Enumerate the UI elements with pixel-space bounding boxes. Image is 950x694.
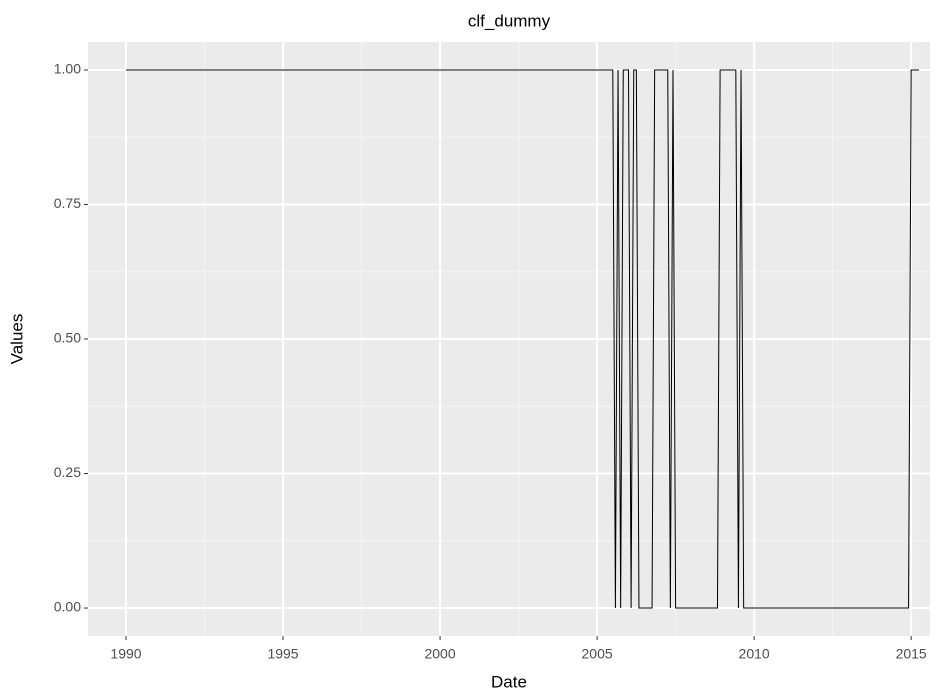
line <box>126 69 920 609</box>
y-tick-label: 0.50 <box>54 330 81 346</box>
x-tick-label: 1995 <box>267 646 298 662</box>
x-tick-label: 2015 <box>896 646 927 662</box>
y-tick-label: 0.25 <box>54 464 81 480</box>
x-tick-label: 2005 <box>582 646 613 662</box>
y-tick-label: 1.00 <box>54 61 81 77</box>
x-axis-title: Date <box>491 672 527 691</box>
chart-title: clf_dummy <box>468 11 551 30</box>
y-tick-label: 0.00 <box>54 599 81 615</box>
x-tick-label: 1990 <box>110 646 141 662</box>
x-tick-label: 2010 <box>739 646 770 662</box>
y-tick-label: 0.75 <box>54 195 81 211</box>
x-tick-label: 2000 <box>424 646 455 662</box>
y-axis-title: Values <box>7 314 26 365</box>
